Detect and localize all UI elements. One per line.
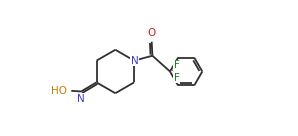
Text: F: F (174, 60, 180, 70)
Text: O: O (148, 28, 156, 38)
Text: N: N (77, 94, 85, 104)
Text: F: F (174, 73, 180, 83)
Text: N: N (131, 56, 139, 66)
Text: HO: HO (51, 86, 67, 96)
